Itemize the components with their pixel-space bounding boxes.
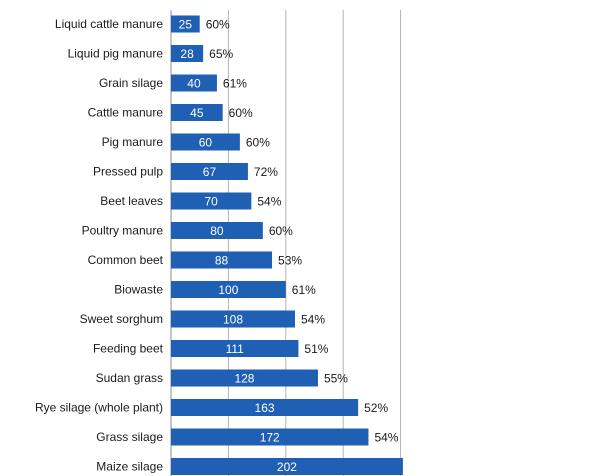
bar-value-label: 111 xyxy=(226,342,245,356)
bar xyxy=(171,163,248,180)
bar-value-label: 60 xyxy=(199,136,213,150)
percent-label: 53% xyxy=(278,254,302,268)
bar-value-label: 45 xyxy=(190,106,204,120)
category-label: Pressed pulp xyxy=(93,165,163,179)
category-label: Maize silage xyxy=(96,460,163,474)
bar xyxy=(171,74,217,92)
bar-value-label: 163 xyxy=(255,401,275,415)
category-label: Grass silage xyxy=(96,430,163,444)
bar-value-label: 67 xyxy=(203,165,217,179)
bars xyxy=(171,15,403,475)
bar-value-label: 172 xyxy=(260,431,280,445)
bar xyxy=(171,45,204,62)
category-label: Poultry manure xyxy=(82,224,164,238)
bar-value-label: 28 xyxy=(180,47,194,61)
bar-value-label: 40 xyxy=(187,77,201,91)
bar xyxy=(171,251,273,269)
category-label: Grain silage xyxy=(99,76,163,90)
bar-value-label: 108 xyxy=(223,313,243,327)
bar xyxy=(171,15,200,33)
bar-value-label: 128 xyxy=(234,372,254,386)
bar xyxy=(171,281,286,298)
category-label: Liquid pig manure xyxy=(68,47,164,61)
percent-label: 54% xyxy=(374,431,398,445)
percent-label: 51% xyxy=(304,342,328,356)
bar-value-label: 202 xyxy=(277,460,297,474)
percent-label: 61% xyxy=(223,77,247,91)
bar-value-label: 88 xyxy=(215,254,229,268)
category-label: Biowaste xyxy=(114,283,163,297)
category-label: Sweet sorghum xyxy=(80,312,163,326)
bar-value-label: 25 xyxy=(179,18,193,32)
percent-label: 52% xyxy=(364,401,388,415)
category-label: Pig manure xyxy=(102,135,164,149)
percent-label: 60% xyxy=(246,136,270,150)
category-label: Beet leaves xyxy=(100,194,163,208)
percent-label: 72% xyxy=(254,165,278,179)
percent-label: 65% xyxy=(209,47,233,61)
bar xyxy=(171,104,223,121)
bar xyxy=(171,399,359,416)
bar xyxy=(171,192,252,210)
category-label: Sudan grass xyxy=(96,371,163,385)
bar-value-label: 100 xyxy=(218,283,238,297)
category-label: Cattle manure xyxy=(88,106,164,120)
percent-label: 54% xyxy=(301,313,325,327)
bar xyxy=(171,340,299,357)
percent-label: 60% xyxy=(269,224,293,238)
bar xyxy=(171,428,369,446)
bar xyxy=(171,458,403,475)
bar-value-label: 80 xyxy=(210,224,224,238)
bar-value-label: 70 xyxy=(205,195,219,209)
percent-label: 60% xyxy=(206,18,230,32)
bar xyxy=(171,222,263,239)
category-label: Liquid cattle manure xyxy=(55,17,163,31)
category-label: Feeding beet xyxy=(93,342,164,356)
bar xyxy=(171,310,295,328)
labels: Liquid cattle manure 25 60% Liquid pig manu… xyxy=(35,17,399,474)
gridlines xyxy=(170,10,402,476)
bar xyxy=(171,369,318,387)
percent-label: 55% xyxy=(324,372,348,386)
percent-label: 60% xyxy=(229,106,253,120)
bar xyxy=(171,133,240,151)
category-label: Common beet xyxy=(88,253,164,267)
category-label: Rye silage (whole plant) xyxy=(35,401,163,415)
percent-label: 54% xyxy=(257,195,281,209)
percent-label: 61% xyxy=(292,283,316,297)
